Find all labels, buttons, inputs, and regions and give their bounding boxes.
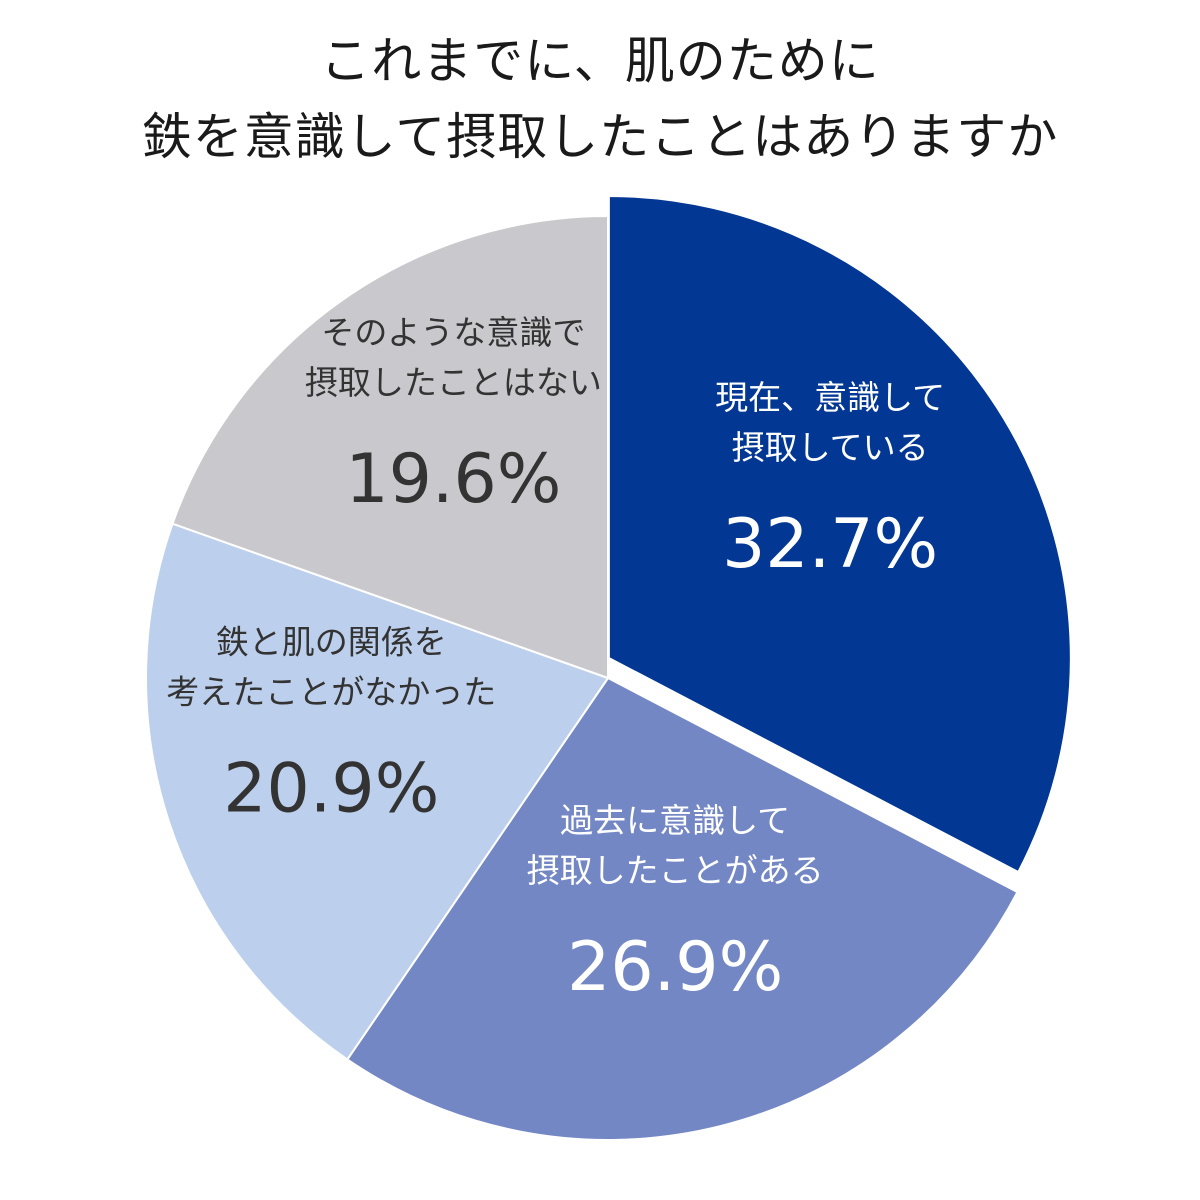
slice-2-label-line-1: 過去に意識して (560, 801, 790, 840)
slice-1-value: 32.7% (722, 505, 938, 584)
slice-3-label-line-1: 鉄と肌の関係を (216, 622, 447, 661)
slice-1-label-line-2: 摂取している (732, 428, 929, 467)
pie-slice-4 (171, 214, 609, 680)
slice-4-label-line-1: そのような意識で (321, 313, 585, 352)
pie-slice-3 (145, 522, 610, 1061)
pie-slice-1 (607, 194, 1072, 874)
chart-title-line-2: 鉄を意識して摂取したことはありますか (141, 108, 1059, 166)
pie-slice-2 (345, 676, 1019, 1141)
slice-2-value: 26.9% (567, 928, 783, 1007)
slice-3-value: 20.9% (223, 749, 439, 828)
slice-1-label-line-1: 現在、意識して (715, 378, 945, 417)
slice-3-label-line-2: 考えたことがなかった (166, 672, 496, 711)
chart-title-line-1: これまでに、肌のために (320, 32, 880, 90)
slice-4-value: 19.6% (345, 440, 561, 519)
slice-4-label-line-2: 摂取したことはない (305, 363, 602, 402)
slice-2-label-line-2: 摂取したことがある (527, 851, 824, 890)
